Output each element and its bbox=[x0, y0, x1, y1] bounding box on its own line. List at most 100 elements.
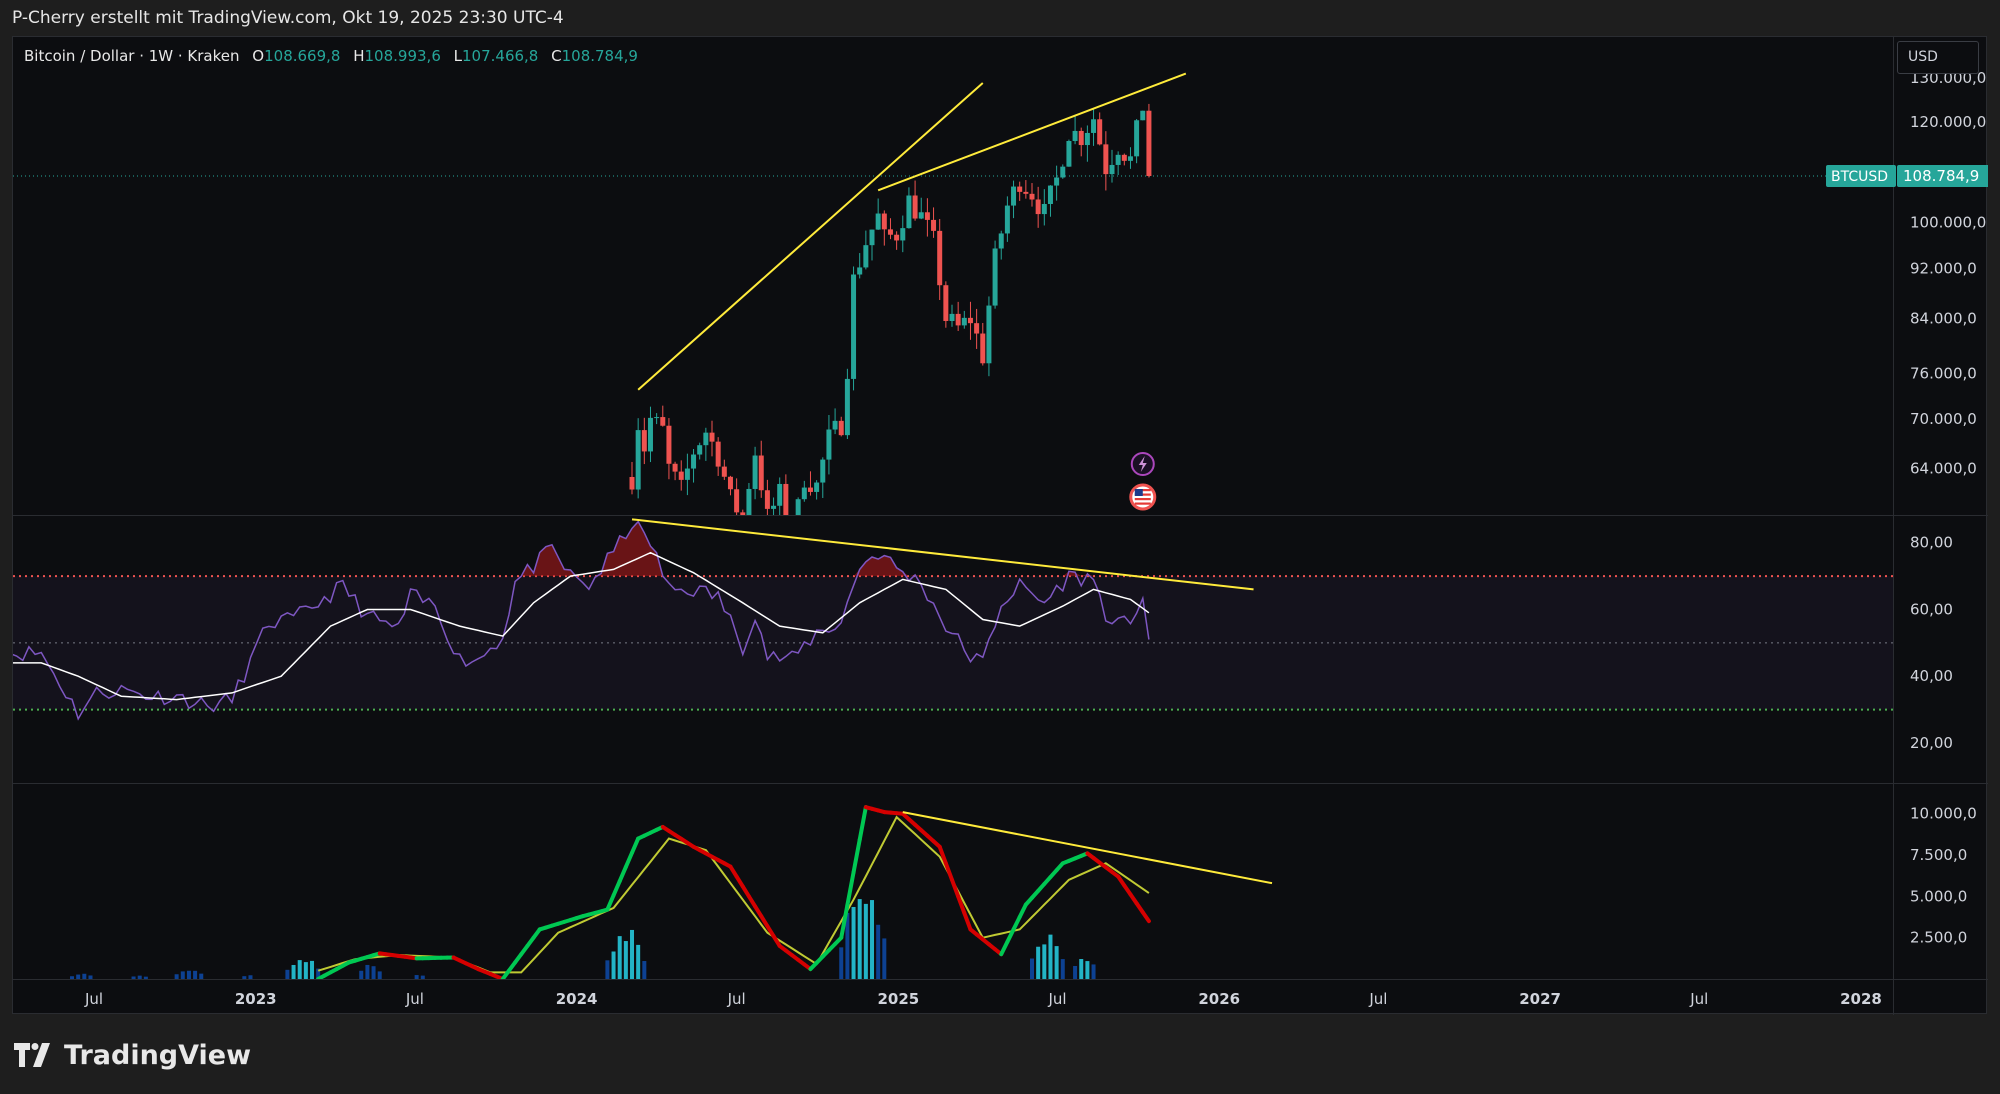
histogram-bar bbox=[70, 976, 75, 979]
candle-body bbox=[980, 333, 986, 364]
candle-body bbox=[746, 488, 752, 515]
chart-frame[interactable]: 130.000,0 120.000,0 100.000,0 92.000,0 84.00… bbox=[12, 36, 1988, 1015]
histogram-bar bbox=[863, 903, 868, 979]
time-axis-tick: Jul bbox=[727, 990, 746, 1008]
candle-body bbox=[684, 468, 690, 480]
candle-body bbox=[1115, 154, 1121, 165]
oscillator-segment bbox=[857, 805, 868, 842]
tradingview-logo-text: TradingView bbox=[64, 1039, 252, 1071]
candle-body bbox=[992, 248, 998, 306]
time-axis-tick: 2024 bbox=[556, 990, 598, 1008]
candle-body bbox=[1047, 185, 1053, 204]
histogram-bar bbox=[1030, 958, 1035, 979]
histogram-bar bbox=[76, 974, 81, 979]
histogram-bar bbox=[1073, 965, 1078, 979]
candle-body bbox=[1017, 186, 1023, 192]
histogram-bar bbox=[1042, 944, 1047, 979]
histogram-bar bbox=[845, 912, 850, 979]
price-axis-tick: 100.000,0 bbox=[1910, 213, 1986, 231]
tradingview-logo[interactable]: TradingView bbox=[14, 1038, 251, 1072]
candle-body bbox=[647, 417, 653, 452]
candle-body bbox=[937, 230, 943, 286]
candle-body bbox=[672, 463, 678, 472]
rsi-axis-tick: 20,00 bbox=[1910, 734, 1953, 752]
oscillator-segment bbox=[623, 850, 635, 869]
candle-body bbox=[691, 454, 697, 469]
candle-body bbox=[1004, 205, 1010, 234]
candle-body bbox=[912, 195, 918, 219]
histogram-bar bbox=[611, 951, 616, 979]
candle-body bbox=[814, 482, 820, 492]
rsi-axis-tick: 80,00 bbox=[1910, 534, 1953, 552]
candle-body bbox=[703, 432, 709, 446]
histogram-bar bbox=[623, 941, 628, 979]
candle-body bbox=[752, 455, 758, 489]
oscillator-axis-tick: 10.000,0 bbox=[1910, 805, 1977, 823]
oscillator-segment bbox=[999, 939, 1010, 957]
candle-body bbox=[1146, 110, 1152, 177]
candle-body bbox=[790, 524, 795, 546]
candle-body bbox=[931, 219, 937, 231]
tradingview-logo-icon bbox=[14, 1043, 50, 1067]
candle-body bbox=[641, 430, 647, 452]
oscillator-trendline bbox=[902, 811, 1273, 885]
candle-body bbox=[734, 489, 740, 513]
candle-body bbox=[740, 512, 746, 515]
chart-canvas[interactable]: 130.000,0120.000,0100.000,092.000,084.00… bbox=[13, 37, 1988, 1015]
histogram-bar bbox=[839, 947, 844, 979]
price-pane bbox=[13, 72, 1893, 546]
chart-attribution: P-Cherry erstellt mit TradingView.com, O… bbox=[12, 8, 564, 28]
rsi-line bbox=[13, 520, 1150, 721]
candle-body bbox=[826, 429, 832, 460]
lightning-icon bbox=[1130, 452, 1155, 476]
last-price-value: 108.784,9 bbox=[1903, 167, 1979, 185]
candle-body bbox=[764, 490, 770, 509]
candle-body bbox=[1060, 166, 1066, 178]
histogram-bar bbox=[365, 964, 370, 979]
candle-body bbox=[795, 499, 801, 515]
histogram-bar bbox=[1085, 961, 1090, 979]
price-axis-tick: 84.000,0 bbox=[1910, 309, 1977, 327]
oscillator-segment bbox=[605, 893, 616, 912]
oscillator-axis-tick: 7.500,0 bbox=[1910, 846, 1967, 864]
rsi-ma-line bbox=[13, 551, 1150, 701]
time-axis-tick: 2027 bbox=[1519, 990, 1561, 1008]
oscillator-segment bbox=[851, 837, 862, 875]
candle-body bbox=[807, 487, 813, 492]
candle-body bbox=[851, 274, 857, 379]
currency-selector[interactable]: USD bbox=[1897, 41, 1979, 74]
candle-body bbox=[820, 459, 826, 483]
time-axis-tick: Jul bbox=[1368, 990, 1387, 1008]
candle-body bbox=[771, 505, 777, 509]
histogram-bar bbox=[605, 960, 610, 979]
legend-symbol[interactable]: Bitcoin / Dollar · 1W · Kraken bbox=[24, 47, 240, 65]
oscillator-segment bbox=[1140, 910, 1151, 924]
last-price-badge bbox=[1897, 165, 1988, 188]
oscillator-segment bbox=[950, 877, 961, 899]
histogram-bar bbox=[180, 971, 185, 979]
candle-body bbox=[801, 487, 807, 500]
ticker-badge-label: BTCUSD bbox=[1831, 169, 1888, 185]
legend-high-label: H bbox=[353, 47, 365, 65]
candle-body bbox=[844, 378, 850, 436]
candle-body bbox=[998, 233, 1004, 249]
oscillator-segment bbox=[943, 861, 955, 882]
ticker-badge bbox=[1826, 165, 1896, 188]
candle-body bbox=[869, 229, 875, 246]
histogram-bar bbox=[291, 964, 296, 979]
time-axis-tick: 2028 bbox=[1840, 990, 1882, 1008]
candle-body bbox=[758, 455, 764, 491]
candle-body bbox=[906, 195, 912, 229]
histogram-bar bbox=[414, 975, 419, 979]
candle-body bbox=[838, 420, 844, 436]
candle-body bbox=[1121, 154, 1127, 161]
candle-body bbox=[900, 228, 906, 241]
histogram-bar bbox=[199, 973, 204, 979]
oscillator-signal-line bbox=[317, 815, 1150, 974]
histogram-bar bbox=[88, 975, 93, 979]
oscillator-segment bbox=[839, 903, 850, 940]
price-axis-tick: 64.000,0 bbox=[1910, 459, 1977, 477]
candle-body bbox=[924, 212, 930, 220]
histogram-bar bbox=[630, 929, 635, 979]
price-axis-tick: 70.000,0 bbox=[1910, 410, 1977, 428]
